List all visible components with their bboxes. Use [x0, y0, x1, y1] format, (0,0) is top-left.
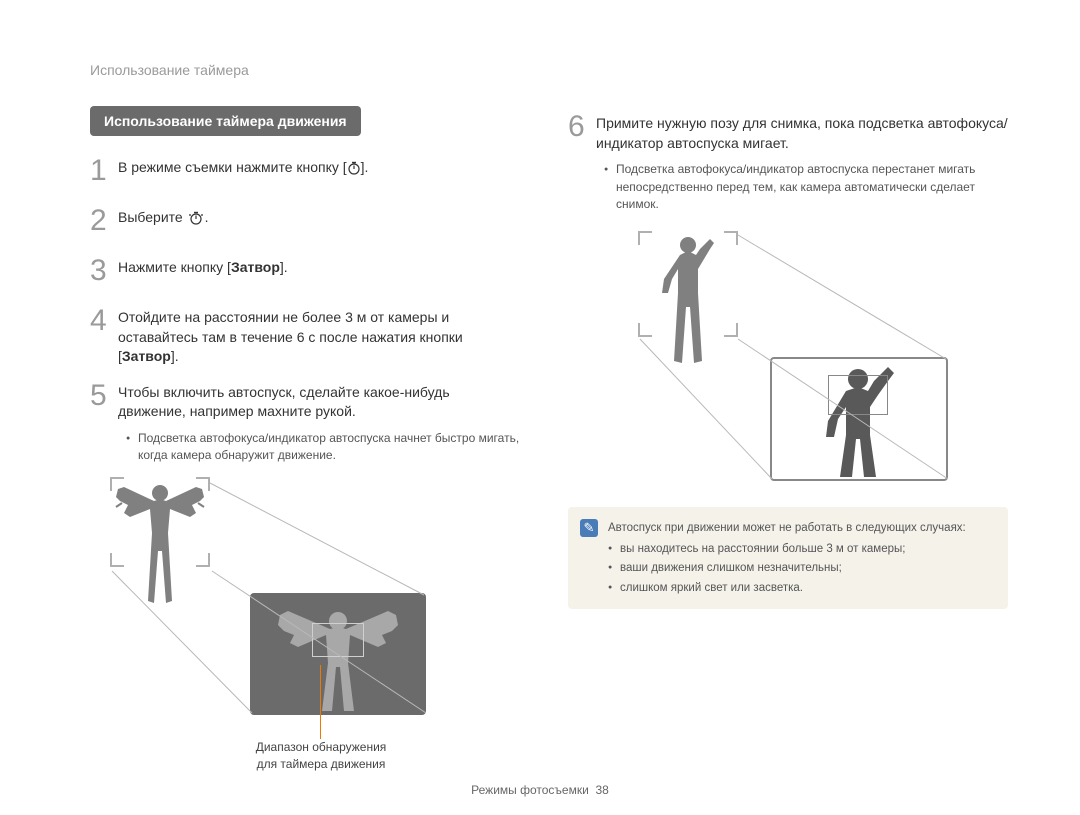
step-number: 3: [90, 250, 118, 292]
page-footer: Режимы фотосъемки 38: [0, 783, 1080, 797]
step-number: 4: [90, 300, 118, 342]
projection-lines-icon: [90, 473, 490, 733]
info-list-item: вы находитесь на расстоянии больше 3 м о…: [608, 540, 994, 558]
left-column: Использование таймера движения 1В режиме…: [90, 106, 520, 763]
info-intro: Автоспуск при движении может не работать…: [608, 519, 994, 537]
timer-icon: [347, 161, 361, 175]
step-number: 6: [568, 106, 596, 148]
orange-indicator-line: [320, 665, 321, 739]
step-text: Чтобы включить автоспуск, сделайте какое…: [118, 375, 520, 422]
sub-bullet-step5: Подсветка автофокуса/индикатор автоспуск…: [126, 430, 520, 465]
step-number: 5: [90, 375, 118, 417]
right-column: 6 Примите нужную позу для снимка, пока п…: [568, 106, 1008, 763]
illustration-left: Диапазон обнаружения для таймера движени…: [90, 473, 520, 763]
projection-lines-right-icon: [568, 229, 988, 499]
info-box: ✎ Автоспуск при движении может не работа…: [568, 507, 1008, 609]
info-icon: ✎: [580, 519, 598, 537]
section-header: Использование таймера движения: [90, 106, 361, 136]
step-text: В режиме съемки нажмите кнопку [].: [118, 150, 368, 178]
step-text: Примите нужную позу для снимка, пока под…: [596, 106, 1008, 153]
illustration-right: [568, 229, 1008, 499]
sub-bullet-step6: Подсветка автофокуса/индикатор автоспуск…: [604, 161, 1008, 213]
detection-caption: Диапазон обнаружения для таймера движени…: [216, 739, 426, 773]
step-number: 1: [90, 150, 118, 192]
step-text: Выберите .: [118, 200, 208, 228]
motion-timer-icon: [187, 211, 205, 225]
info-list-item: слишком яркий свет или засветка.: [608, 579, 994, 597]
step-number: 2: [90, 200, 118, 242]
breadcrumb: Использование таймера: [90, 62, 1008, 78]
step-text: Нажмите кнопку [Затвор].: [118, 250, 288, 278]
step-text: Отойдите на расстоянии не более 3 м от к…: [118, 300, 520, 367]
info-list-item: ваши движения слишком незначительны;: [608, 559, 994, 577]
